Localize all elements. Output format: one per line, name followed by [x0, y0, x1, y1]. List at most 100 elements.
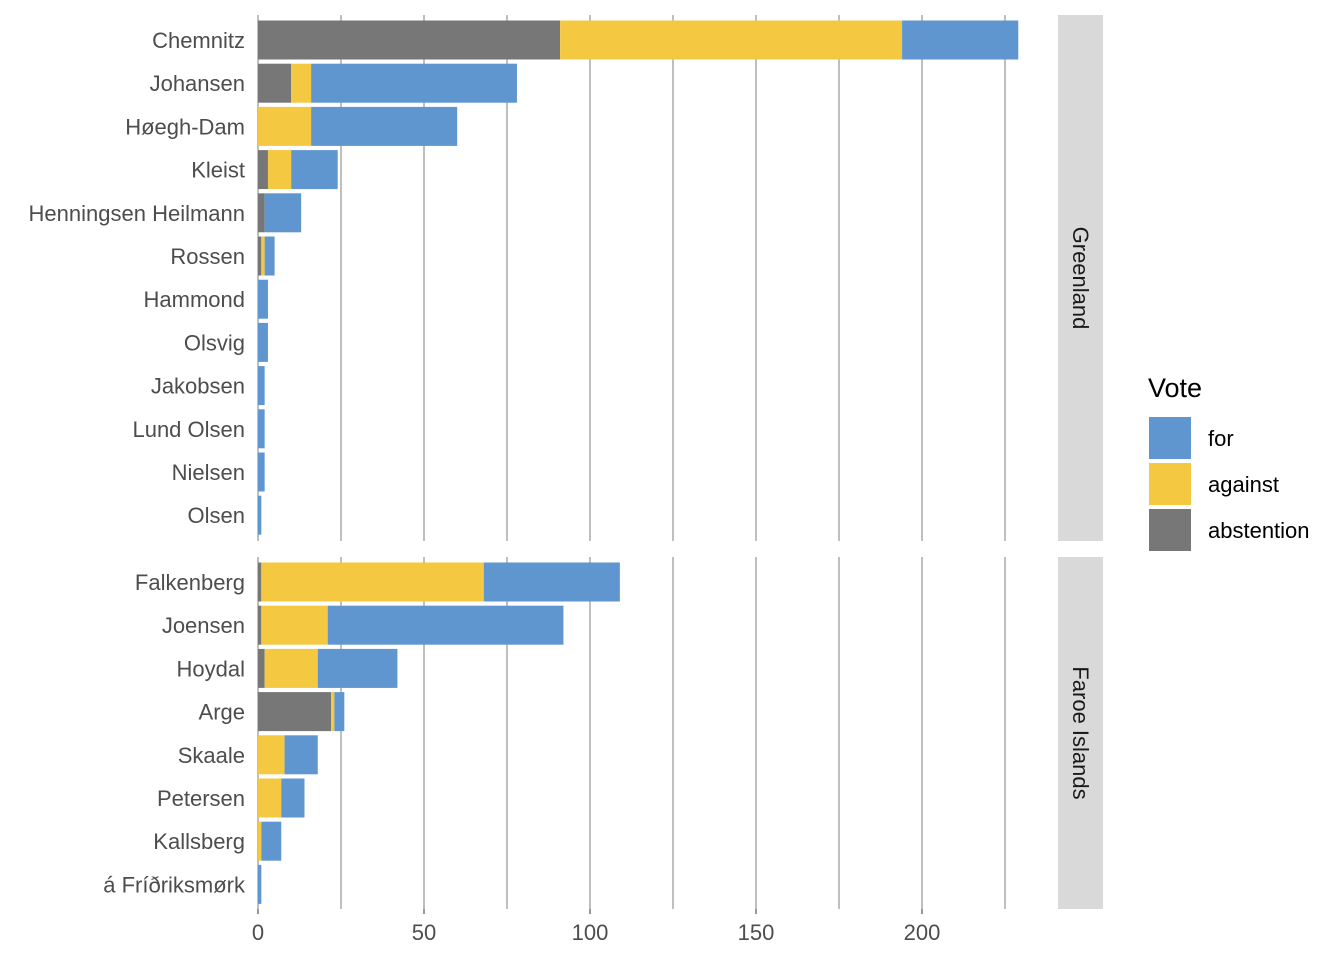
bar-segment-for	[264, 193, 302, 233]
x-tick-label: 100	[572, 920, 609, 945]
bar-segment-for	[311, 106, 458, 146]
bar-segment-for	[483, 562, 620, 602]
bar-segment-for	[902, 20, 1019, 60]
bar-segment-against	[258, 735, 285, 775]
y-tick-label: Kleist	[191, 158, 245, 183]
bar-segment-for	[258, 322, 268, 362]
bar-segment-for	[311, 63, 517, 103]
bar-row: Hoydal	[177, 648, 398, 688]
bar-segment-against	[264, 648, 318, 688]
x-tick-label: 50	[412, 920, 436, 945]
bar-segment-abstention	[258, 236, 262, 276]
bar-segment-abstention	[258, 605, 262, 645]
facet-strip-label: Faroe Islands	[1068, 666, 1093, 799]
y-tick-label: Joensen	[162, 613, 245, 638]
bar-segment-against	[258, 778, 282, 818]
y-tick-label: Falkenberg	[135, 570, 245, 595]
x-axis: 0 50 100 150 200	[252, 909, 940, 945]
legend-label: for	[1208, 426, 1234, 451]
legend-label: against	[1208, 472, 1279, 497]
bar-segment-for	[281, 778, 305, 818]
legend: Vote for against abstention	[1148, 373, 1310, 551]
bar-row: Jakobsen	[151, 366, 265, 406]
bar-row: Lund Olsen	[132, 409, 265, 449]
bar-row: Rossen	[170, 236, 275, 276]
bar-segment-abstention	[258, 562, 262, 602]
legend-swatch	[1149, 417, 1191, 459]
legend-swatch	[1149, 463, 1191, 505]
facet-strip	[1058, 15, 1103, 541]
legend-label: abstention	[1208, 518, 1310, 543]
bar-segment-against	[267, 150, 292, 190]
y-tick-label: Hoydal	[177, 656, 245, 681]
bar-segment-for	[291, 150, 338, 190]
bar-segment-for	[261, 821, 282, 861]
bar-segment-abstention	[258, 20, 561, 60]
y-tick-label: Olsen	[188, 503, 245, 528]
bar-segment-abstention	[258, 193, 265, 233]
bar-segment-abstention	[258, 63, 292, 103]
bar-row: Johansen	[150, 63, 517, 103]
bar-row: Chemnitz	[152, 20, 1019, 60]
bar-segment-for	[317, 648, 398, 688]
bar-segment-abstention	[258, 648, 265, 688]
y-tick-label: Jakobsen	[151, 374, 245, 399]
bar-segment-for	[264, 236, 275, 276]
bar-segment-for	[258, 495, 262, 535]
x-tick-label: 200	[904, 920, 941, 945]
y-tick-label: Johansen	[150, 71, 245, 96]
legend-entry-against: against	[1149, 463, 1279, 505]
bar-segment-against	[331, 692, 335, 732]
y-tick-label: Arge	[199, 700, 245, 725]
chart-panels: Chemnitz Johansen Høegh-Dam Kleist Henningse…	[29, 15, 1103, 909]
bar-segment-for	[258, 279, 268, 319]
bar-row: Skaale	[178, 735, 318, 775]
bar-segment-for	[334, 692, 345, 732]
bar-row: Arge	[199, 692, 345, 732]
facet-strip	[1058, 557, 1103, 909]
facet-strip-label: Greenland	[1068, 227, 1093, 330]
y-tick-label: Lund Olsen	[132, 417, 245, 442]
bar-segment-for	[258, 452, 265, 492]
y-tick-label: Petersen	[157, 786, 245, 811]
bar-segment-against	[261, 562, 484, 602]
panel-greenland: Chemnitz Johansen Høegh-Dam Kleist Henningse…	[29, 15, 1103, 541]
bar-row: Petersen	[157, 778, 305, 818]
x-tick-label: 0	[252, 920, 264, 945]
bar-row: Joensen	[162, 605, 564, 645]
bar-segment-for	[284, 735, 318, 775]
bar-segment-against	[261, 605, 328, 645]
bar-segment-for	[327, 605, 564, 645]
bar-row: Olsen	[188, 495, 262, 535]
bar-row: Nielsen	[172, 452, 265, 492]
bar-row: Kallsberg	[153, 821, 282, 861]
x-tick-label: 150	[738, 920, 775, 945]
bar-segment-against	[258, 106, 312, 146]
legend-entry-for: for	[1149, 417, 1234, 459]
bar-segment-against	[261, 236, 265, 276]
bar-segment-against	[258, 821, 262, 861]
y-tick-label: Høegh-Dam	[125, 114, 245, 139]
panel-faroe-islands: Falkenberg Joensen Hoydal Arge Skaale Peterse…	[103, 557, 1103, 909]
bar-row: Henningsen Heilmann	[29, 193, 302, 233]
bar-segment-abstention	[258, 150, 268, 190]
bar-segment-for	[258, 366, 265, 406]
y-tick-label: Kallsberg	[153, 829, 245, 854]
bar-row: Kleist	[191, 150, 338, 190]
y-tick-label: Henningsen Heilmann	[29, 201, 245, 226]
legend-title: Vote	[1148, 373, 1202, 403]
bar-row: á Fríðriksmørk	[103, 864, 262, 904]
bar-segment-abstention	[258, 692, 332, 732]
bar-row: Falkenberg	[135, 562, 620, 602]
y-tick-label: Hammond	[144, 287, 245, 312]
y-tick-label: Skaale	[178, 743, 245, 768]
legend-swatch	[1149, 509, 1191, 551]
legend-entry-abstention: abstention	[1149, 509, 1310, 551]
bar-row: Hammond	[144, 279, 268, 319]
y-tick-label: á Fríðriksmørk	[103, 872, 246, 897]
y-tick-label: Nielsen	[172, 460, 245, 485]
bar-segment-against	[291, 63, 312, 103]
y-tick-label: Olsvig	[184, 330, 245, 355]
bar-row: Høegh-Dam	[125, 106, 458, 146]
